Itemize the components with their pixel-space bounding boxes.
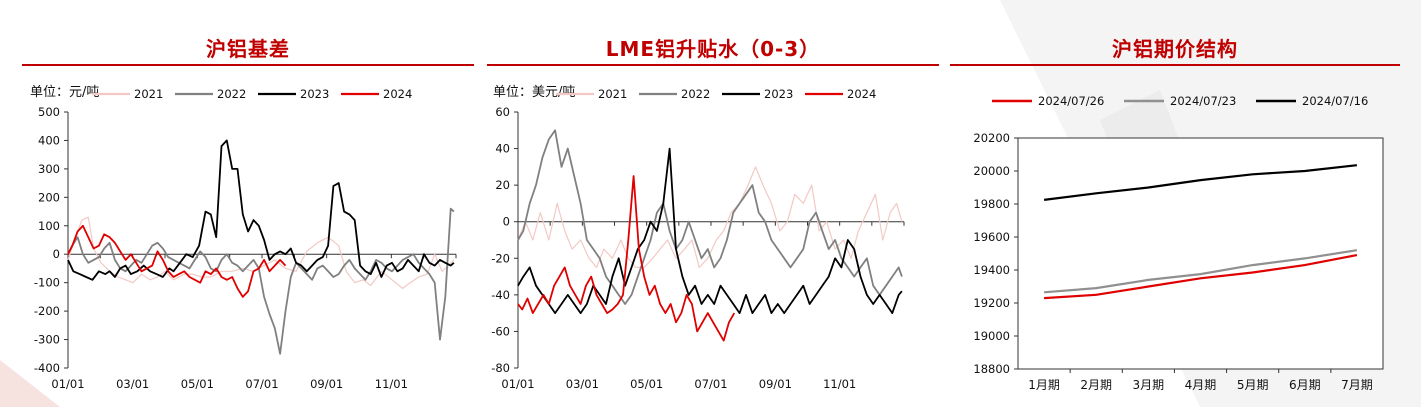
x-tick-label: 05/01: [181, 377, 214, 391]
legend-label: 2024/07/16: [1302, 94, 1368, 108]
y-tick-label: 19200: [973, 296, 1010, 310]
legend-label: 2022: [217, 87, 246, 101]
x-tick-label: 11/01: [375, 377, 408, 391]
series-line-2022: [517, 129, 903, 305]
legend-label: 2023: [300, 87, 329, 101]
x-tick-label: 2月期: [1080, 378, 1112, 392]
x-tick-label: 03/01: [116, 377, 149, 391]
legend-label: 2024/07/23: [1170, 94, 1236, 108]
y-tick-label: 500: [38, 105, 60, 119]
series-line-2023: [517, 147, 903, 315]
legend-label: 2021: [134, 87, 163, 101]
series-line-2024/07/26: [1044, 254, 1358, 300]
y-tick-label: 19000: [973, 329, 1010, 343]
title-divider: [487, 64, 939, 66]
chart-title: LME铝升贴水（0-3）: [605, 37, 821, 61]
legend-label: 2023: [764, 87, 793, 101]
y-tick-label: -40: [491, 288, 510, 302]
x-tick-label: 07/01: [694, 377, 727, 391]
y-tick-label: 20: [495, 178, 510, 192]
y-tick-label: 40: [495, 142, 510, 156]
y-tick-label: 18800: [973, 362, 1010, 376]
chart-title: 沪铝基差: [206, 37, 290, 61]
unit-label: 单位：元/吨: [30, 85, 100, 100]
x-tick-label: 4月期: [1185, 378, 1217, 392]
legend-label: 2024/07/26: [1038, 94, 1104, 108]
y-tick-label: -60: [491, 324, 510, 338]
y-tick-label: 100: [38, 219, 60, 233]
y-tick-label: -200: [34, 304, 60, 318]
series-line-2021: [517, 166, 903, 268]
chart-panel-basis: 沪铝基差 单位：元/吨: [22, 0, 474, 407]
x-tick-label: 01/01: [51, 377, 84, 391]
series-line-2024: [517, 175, 736, 342]
series-line-2024: [67, 224, 287, 298]
y-tick-label: 19400: [973, 263, 1010, 277]
series-line-2024/07/23: [1044, 249, 1358, 294]
y-tick-label: 20200: [973, 131, 1010, 145]
plot-frame: [1017, 137, 1384, 370]
x-tick-label: 09/01: [310, 377, 343, 391]
series-line-2022: [67, 207, 455, 355]
y-tick-label: 300: [38, 162, 60, 176]
chart-panel-structure: 沪铝期价结构: [950, 0, 1400, 407]
chart-title: 沪铝期价结构: [1112, 37, 1238, 61]
legend-label: 2024: [383, 87, 412, 101]
legend-label: 2022: [681, 87, 710, 101]
legend-label: 2024: [847, 87, 876, 101]
y-tick-label: -100: [34, 276, 60, 290]
x-tick-label: 09/01: [759, 377, 792, 391]
legend-label: 2021: [598, 87, 627, 101]
y-tick-label: 19600: [973, 230, 1010, 244]
y-tick-label: 0: [503, 215, 510, 229]
chart-panel-lme: LME铝升贴水（0-3） 单位：美元/吨: [487, 0, 939, 407]
y-tick-label: 20000: [973, 164, 1010, 178]
unit-label: 单位：美元/吨: [493, 85, 576, 100]
title-divider: [950, 64, 1400, 66]
x-tick-label: 6月期: [1289, 378, 1321, 392]
y-tick-label: -400: [34, 361, 60, 375]
y-tick-label: -80: [491, 361, 510, 375]
y-tick-label: 19800: [973, 197, 1010, 211]
x-tick-label: 01/01: [501, 377, 534, 391]
series-line-2024/07/16: [1043, 164, 1358, 201]
y-tick-label: 200: [38, 190, 60, 204]
title-divider: [22, 64, 474, 66]
x-tick-label: 07/01: [245, 377, 278, 391]
x-tick-label: 05/01: [630, 377, 663, 391]
series-line-2023: [67, 139, 455, 281]
x-tick-label: 3月期: [1133, 378, 1165, 392]
x-tick-label: 1月期: [1028, 378, 1060, 392]
x-tick-label: 7月期: [1341, 378, 1373, 392]
x-tick-label: 11/01: [823, 377, 856, 391]
y-tick-label: 60: [495, 105, 510, 119]
y-tick-label: -300: [34, 333, 60, 347]
y-tick-label: 400: [38, 133, 60, 147]
y-tick-label: -20: [491, 251, 510, 265]
y-tick-label: 0: [53, 247, 60, 261]
x-tick-label: 5月期: [1237, 378, 1269, 392]
x-tick-label: 03/01: [566, 377, 599, 391]
